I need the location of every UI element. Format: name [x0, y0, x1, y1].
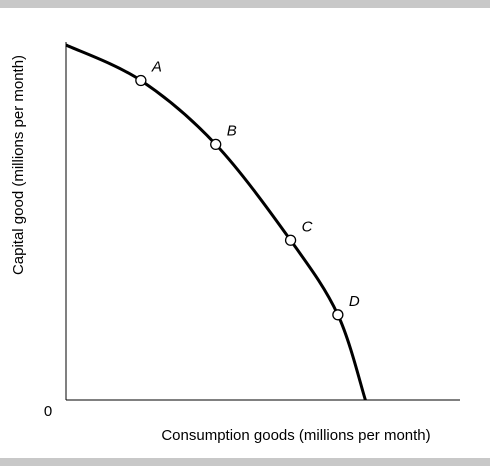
points-layer: A B C D — [135, 59, 360, 321]
point-label-b: B — [227, 122, 237, 139]
y-axis-label: Capital good (millions per month) — [10, 55, 27, 275]
point-marker-b — [210, 138, 222, 151]
point-marker-d — [332, 309, 344, 321]
point-label-a: A — [151, 59, 162, 76]
bottom-border-band — [0, 458, 490, 466]
x-axis-label: Consumption goods (millions per month) — [161, 427, 430, 444]
ppf-curve — [65, 43, 367, 401]
origin-label: 0 — [44, 403, 52, 420]
top-border-band — [0, 0, 490, 8]
point-label-c: C — [302, 218, 313, 235]
point-marker-c — [284, 234, 297, 246]
point-label-d: D — [349, 293, 360, 310]
point-marker-a — [135, 74, 147, 87]
